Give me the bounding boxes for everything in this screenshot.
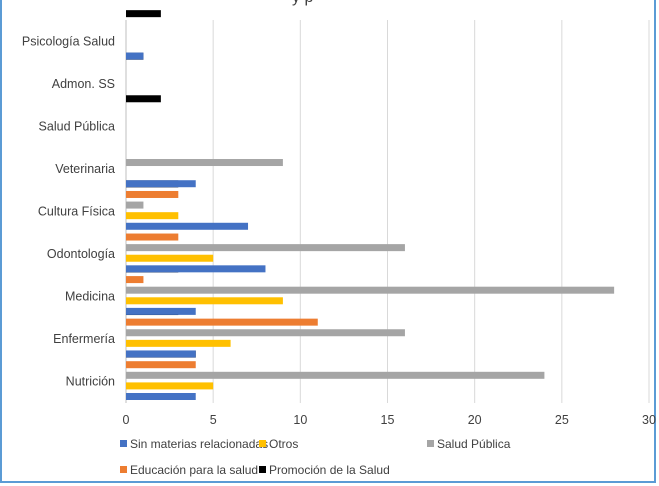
bar [126,393,196,400]
category-label: Medicina [65,290,115,304]
bar [126,254,214,262]
bars [126,10,615,400]
legend-label: Promoción de la Salud [269,463,390,477]
legend-label: Sin materias relacionadas [130,437,268,451]
legend-swatch [427,440,434,447]
bar [126,180,196,188]
bar [126,95,161,103]
x-tick-labels: 0 5 10 15 20 25 30 [123,413,656,427]
category-label: Cultura Física [38,205,115,219]
legend-swatch [120,466,127,473]
bar [126,222,249,230]
legend-label: Otros [269,437,298,451]
legend-label: Educación para la salud [130,463,258,477]
x-tick-label: 20 [468,413,482,427]
category-label: Odontología [47,247,115,261]
bar [126,52,144,60]
bar [126,318,318,326]
bar [126,361,196,369]
bar [126,329,405,337]
bar [126,10,161,18]
bar [126,286,615,294]
legend-label: Salud Pública [437,437,511,451]
bar [126,265,266,273]
bar [126,350,196,358]
bar [126,159,283,167]
legend-swatch [259,466,266,473]
bar [126,244,405,252]
x-tick-label: 5 [210,413,217,427]
bar [126,212,179,220]
x-tick-label: 25 [555,413,569,427]
x-tick-label: 10 [293,413,307,427]
bar [126,382,214,390]
bar [126,339,231,347]
legend-swatch [259,440,266,447]
category-label: Psicología Salud [22,34,115,48]
category-labels: Nutrición Enfermería Medicina Odontología Cu… [22,34,115,388]
bar [126,307,196,315]
category-label: Veterinaria [55,162,115,176]
bar [126,190,179,198]
bar [126,201,144,209]
x-tick-label: 30 [642,413,656,427]
legend-swatch [120,440,127,447]
bar [126,297,283,305]
category-label: Admon. SS [52,77,115,91]
category-label: Nutrición [66,375,115,389]
bar [126,276,144,284]
category-label: Salud Pública [39,119,115,133]
x-tick-label: 15 [381,413,395,427]
category-label: Enfermería [53,332,115,346]
chart-title-fragment: y p [292,0,313,6]
legend: Sin materias relacionadas Otros Salud Públ… [120,437,511,477]
x-tick-label: 0 [123,413,130,427]
bar [126,371,545,379]
bar [126,233,179,241]
gridlines [125,20,650,403]
